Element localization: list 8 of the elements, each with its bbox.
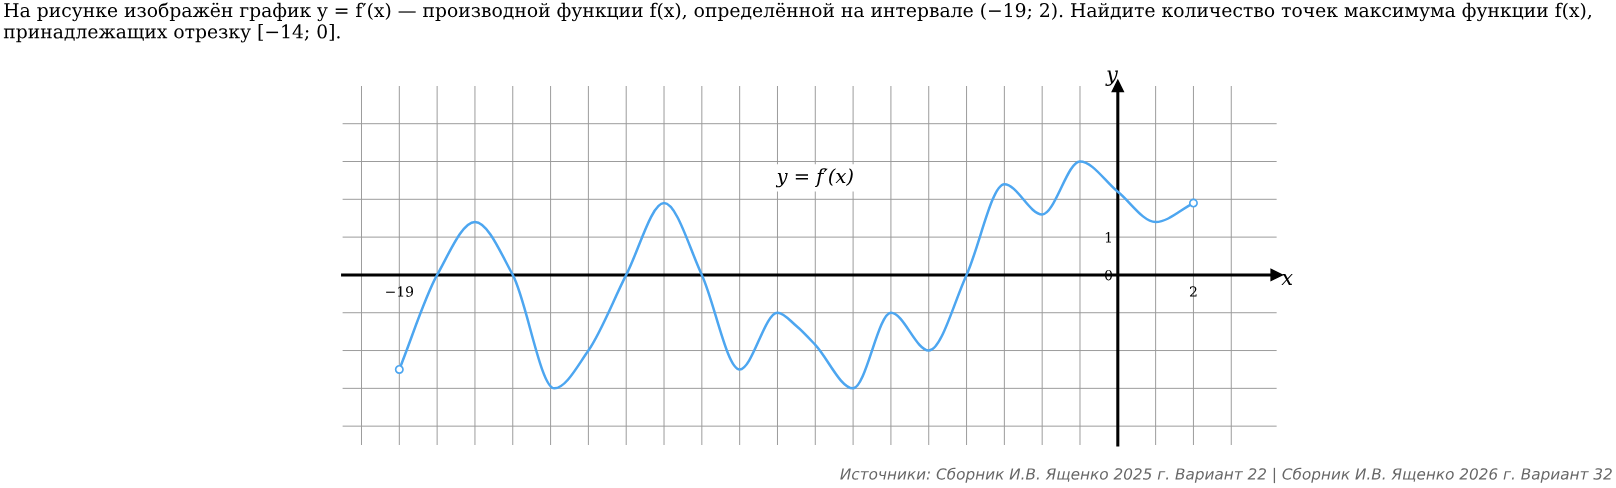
y-tick-label: 1 bbox=[1105, 232, 1111, 243]
y-axis-title: y bbox=[1105, 70, 1119, 86]
x-axis-title: x bbox=[1281, 274, 1293, 285]
x-tick-label: 2 bbox=[1189, 286, 1197, 297]
x-tick-label: −19 bbox=[386, 286, 414, 297]
chart-title: На рисунке изображён график y = f′(x) — производной функции f(x), определённой на интервале (−19; 2). Найдите количество точек максимума функции f(x), принадлежащих отрезку [−14; 0]. bbox=[3, 2, 1591, 43]
text: y = f′(x) bbox=[775, 168, 853, 188]
text: Источники: Сборник И.В. Ященко 2025 г. Вариант 22 | Сборник И.В. Ященко 2026 г. Вариант 32 bbox=[840, 467, 1612, 484]
